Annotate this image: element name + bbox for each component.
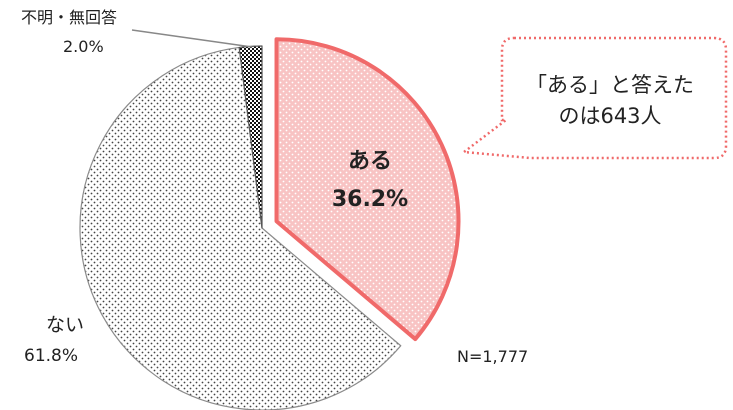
callout-line-2: のは643人 bbox=[558, 104, 661, 128]
slice-label-aru: ある bbox=[348, 149, 392, 174]
slice-value-nai: 61.8% bbox=[24, 346, 78, 366]
callout-line-1: 「ある」と答えた bbox=[526, 73, 694, 97]
pie-slice-nai bbox=[79, 46, 402, 410]
callout-bubble: 「ある」と答えた のは643人 bbox=[460, 36, 728, 160]
slice-value-fumei: 2.0% bbox=[63, 37, 104, 56]
leader-line bbox=[131, 29, 253, 48]
pie-slice-aru bbox=[274, 37, 461, 342]
sample-size-note: N=1,777 bbox=[457, 347, 528, 366]
slice-value-aru: 36.2% bbox=[332, 187, 408, 212]
slice-label-nai: ない bbox=[46, 314, 84, 336]
slice-label-fumei: 不明・無回答 bbox=[21, 8, 117, 27]
